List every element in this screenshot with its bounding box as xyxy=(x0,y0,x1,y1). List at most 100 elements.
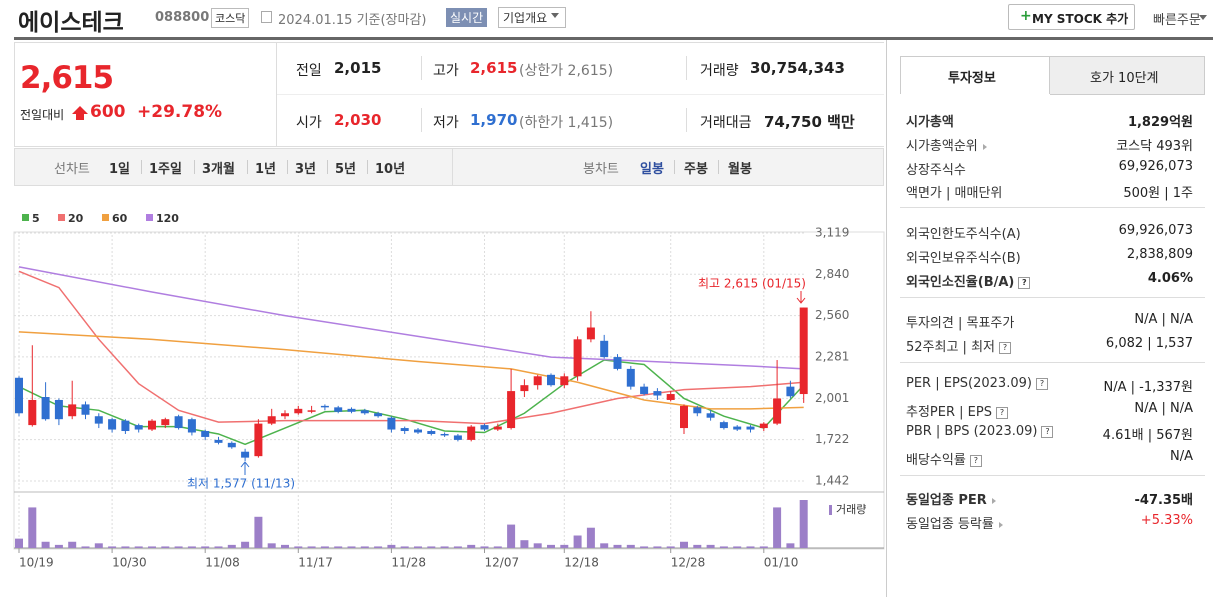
info-label: PER | EPS(2023.09)? xyxy=(906,376,1048,391)
more-icon[interactable] xyxy=(982,143,987,150)
volume-bar xyxy=(121,546,130,548)
candle-body xyxy=(706,413,715,418)
volume-bar xyxy=(786,543,795,548)
volume-bar xyxy=(573,535,582,548)
period-tab[interactable]: 3개월 xyxy=(202,162,235,177)
help-icon[interactable]: ? xyxy=(999,341,1011,354)
help-icon[interactable]: ? xyxy=(969,454,982,467)
candle-body xyxy=(640,386,649,395)
volume-bar xyxy=(600,543,609,548)
legend-swatch xyxy=(22,214,29,221)
candle-body xyxy=(600,340,609,358)
value: 74,750 백만 xyxy=(764,113,855,131)
volume-bar xyxy=(493,546,502,548)
candle-body xyxy=(507,391,516,429)
header-rule xyxy=(14,37,1213,40)
volume-bar xyxy=(347,546,356,548)
more-icon[interactable] xyxy=(998,521,1003,528)
tab-active[interactable] xyxy=(900,56,1050,95)
mystock-button[interactable] xyxy=(1008,4,1135,30)
candle-body xyxy=(387,417,396,430)
tab[interactable] xyxy=(1049,56,1205,95)
volume-bar xyxy=(759,546,768,548)
info-value: 2,838,809 xyxy=(1126,247,1193,262)
volume-label: 거래량 xyxy=(836,503,866,516)
candle-body xyxy=(187,419,196,433)
legend-swatch xyxy=(102,214,109,221)
y-tick-label: 3,119 xyxy=(815,226,849,240)
candle-body xyxy=(161,419,170,426)
value: 30,754,343 xyxy=(750,59,845,77)
period-tab[interactable]: 1년 xyxy=(255,162,277,177)
info-value: 69,926,073 xyxy=(1118,159,1193,174)
divider xyxy=(452,148,453,186)
candle-body xyxy=(15,377,23,414)
period-tab[interactable]: 1일 xyxy=(109,162,131,177)
rule xyxy=(900,207,1205,208)
period-tab[interactable]: 주봉 xyxy=(684,162,708,177)
volume-bar xyxy=(453,546,462,548)
low-annotation: 최저 1,577 (11/13) xyxy=(187,477,295,491)
volume-bar xyxy=(799,500,808,548)
overview-button[interactable]: 기업개요 xyxy=(498,7,567,28)
volume-bar xyxy=(400,546,409,548)
tab-gap xyxy=(900,94,1050,95)
ma-line xyxy=(18,266,804,370)
period-tab[interactable]: 10년 xyxy=(375,162,406,177)
limit: (하한가 1,415) xyxy=(519,115,614,131)
sep xyxy=(674,160,675,174)
candle-body xyxy=(746,426,755,430)
arrow xyxy=(796,291,806,304)
help-icon[interactable]: ? xyxy=(1018,276,1031,289)
candle-body xyxy=(241,451,250,458)
info-label: 추정PER | EPS? xyxy=(906,401,1008,420)
info-value: -47.35배 xyxy=(1134,493,1193,508)
period-tab[interactable]: 5년 xyxy=(335,162,357,177)
period-tab[interactable]: 일봉 xyxy=(640,162,664,177)
help-icon[interactable]: ? xyxy=(995,406,1008,419)
candle-body xyxy=(148,420,156,430)
candle-body xyxy=(733,426,742,430)
legend-swatch xyxy=(58,214,65,221)
volume-bar xyxy=(693,544,702,548)
volume-bar xyxy=(254,516,263,548)
tab-title: 선차트 xyxy=(54,162,90,177)
volume-bar xyxy=(680,541,688,548)
candle-body xyxy=(467,426,476,440)
info-value: +5.33% xyxy=(1140,513,1193,528)
volume-bar xyxy=(214,546,223,548)
volume-bar xyxy=(640,546,649,548)
volume-bar xyxy=(360,546,369,548)
label: 시가 xyxy=(296,115,322,131)
help-icon[interactable]: ? xyxy=(1035,377,1048,390)
arrow xyxy=(240,461,250,475)
period-tab[interactable]: 월봉 xyxy=(728,162,752,177)
info-label: PBR | BPS (2023.09)? xyxy=(906,424,1054,439)
period-tab[interactable]: 1주일 xyxy=(149,162,182,177)
summary xyxy=(277,42,884,147)
candle-body xyxy=(427,431,436,434)
candle-body xyxy=(41,397,50,420)
volume-bar xyxy=(28,507,37,548)
volume-bar xyxy=(746,546,755,548)
volume-bar xyxy=(108,546,117,548)
volume-bar xyxy=(427,546,436,548)
realtime-badge[interactable]: 실시간 xyxy=(446,8,488,27)
volume-bar xyxy=(560,544,569,548)
candle-body xyxy=(414,429,422,433)
row-divider xyxy=(277,94,884,95)
help-icon[interactable]: ? xyxy=(1041,425,1054,438)
period-tab[interactable]: 3년 xyxy=(295,162,317,177)
candle-body xyxy=(28,399,37,426)
sep xyxy=(194,160,195,174)
candle-body xyxy=(134,425,143,430)
value: 2,615 xyxy=(470,59,518,77)
candle-body xyxy=(626,368,635,387)
more-icon[interactable] xyxy=(991,497,996,504)
quick-order[interactable]: 빠른주문 xyxy=(1153,13,1201,28)
label: 고가 xyxy=(433,63,459,79)
tab-label: 투자정보 xyxy=(948,71,996,86)
candle-body xyxy=(294,408,303,414)
volume-bar xyxy=(440,546,449,548)
